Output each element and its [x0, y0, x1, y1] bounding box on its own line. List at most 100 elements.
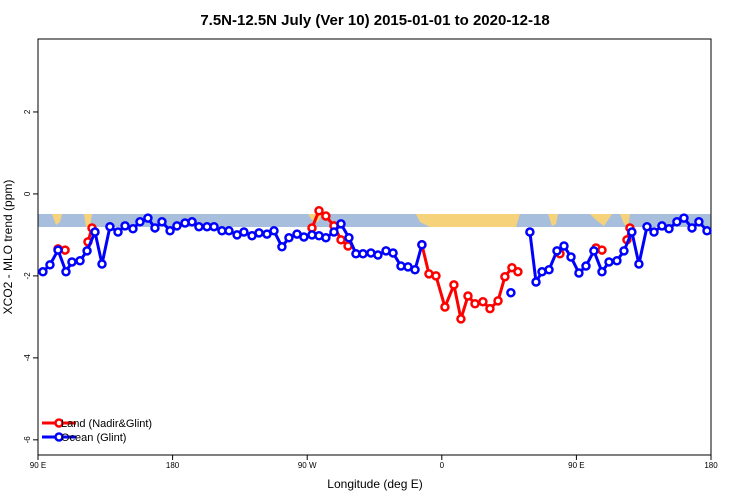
data-point — [239, 227, 249, 237]
data-point — [336, 235, 346, 245]
data-point — [277, 242, 287, 252]
data-point — [581, 261, 591, 271]
data-point — [344, 233, 354, 243]
data-point — [672, 217, 682, 227]
data-point — [597, 267, 607, 277]
data-point — [262, 229, 272, 239]
data-point — [194, 221, 204, 232]
data-point — [417, 239, 427, 250]
y-tick-label: -2 — [23, 272, 32, 280]
data-point — [67, 257, 77, 267]
data-point — [284, 233, 294, 243]
data-point — [329, 227, 339, 237]
land-strip — [620, 214, 630, 227]
data-point — [513, 267, 523, 277]
data-point — [544, 264, 554, 275]
data-point — [694, 217, 704, 227]
data-point — [90, 227, 100, 237]
data-point — [478, 296, 488, 307]
data-point — [105, 221, 115, 232]
data-point — [463, 291, 473, 301]
data-point — [619, 246, 629, 256]
data-point — [566, 252, 576, 262]
data-point — [612, 255, 622, 266]
data-point — [97, 259, 107, 269]
data-point — [45, 260, 55, 270]
y-tick-label: 2 — [23, 109, 32, 114]
y-tick-label: -6 — [23, 436, 32, 444]
data-point — [135, 217, 145, 227]
data-point — [113, 227, 123, 237]
data-point — [410, 264, 420, 275]
data-point — [187, 217, 197, 227]
data-point — [552, 246, 562, 256]
data-point — [209, 221, 219, 232]
y-axis-label: XCO2 - MLO trend (ppm) — [1, 180, 15, 315]
data-point — [589, 246, 599, 256]
data-point — [53, 245, 63, 255]
data-point — [120, 221, 130, 231]
data-point — [321, 211, 331, 221]
data-point — [634, 259, 644, 269]
legend-label: Land (Nadir&Glint) — [61, 418, 152, 430]
data-point — [559, 241, 569, 251]
data-point — [642, 221, 652, 232]
data-point — [150, 223, 160, 233]
chart-title: 7.5N-12.5N July (Ver 10) 2015-01-01 to 2… — [200, 12, 549, 29]
x-axis-label: Longitude (deg E) — [327, 477, 422, 491]
data-point — [157, 217, 167, 227]
data-point — [485, 303, 495, 314]
x-tick-label: 90 W — [298, 461, 317, 470]
data-point — [649, 227, 659, 237]
y-tick-label: 0 — [23, 191, 32, 196]
data-point — [299, 232, 309, 242]
data-point — [687, 223, 697, 233]
x-tick-label: 90 E — [30, 461, 46, 470]
data-point — [531, 277, 541, 287]
data-point — [507, 262, 517, 273]
data-point — [254, 228, 264, 238]
data-point — [388, 248, 398, 258]
legend-marker — [54, 418, 64, 428]
data-point — [604, 257, 614, 267]
x-tick-label: 0 — [440, 461, 445, 470]
data-point — [525, 227, 535, 237]
land-strip — [416, 214, 520, 227]
data-point — [493, 296, 503, 306]
data-point — [506, 287, 516, 298]
x-tick-label: 180 — [704, 461, 718, 470]
land-strip — [548, 214, 558, 226]
data-point — [500, 271, 510, 282]
data-point — [321, 233, 331, 243]
legend-label: Ocean (Glint) — [61, 432, 126, 444]
plot-frame — [37, 38, 712, 456]
data-point — [75, 255, 85, 266]
x-tick-label: 90 E — [568, 461, 584, 470]
data-point — [679, 213, 689, 223]
data-point — [702, 226, 712, 236]
data-point — [449, 280, 459, 290]
data-point — [597, 245, 607, 255]
data-point — [664, 224, 674, 234]
data-point — [574, 268, 584, 278]
data-point — [38, 267, 48, 277]
data-point — [431, 271, 441, 281]
data-point — [440, 302, 450, 312]
data-point — [358, 249, 368, 259]
data-point — [314, 205, 324, 216]
data-point — [128, 224, 138, 234]
data-point — [627, 227, 637, 237]
data-point — [470, 299, 480, 309]
data-point — [165, 226, 175, 236]
x-tick-label: 180 — [166, 461, 180, 470]
data-point — [269, 226, 279, 236]
legend-marker — [54, 432, 64, 442]
data-point — [336, 219, 346, 229]
data-point — [373, 250, 383, 260]
data-point — [82, 246, 92, 256]
y-tick-label: -4 — [23, 354, 32, 362]
land-strip — [590, 214, 612, 226]
land-strip — [52, 214, 62, 225]
